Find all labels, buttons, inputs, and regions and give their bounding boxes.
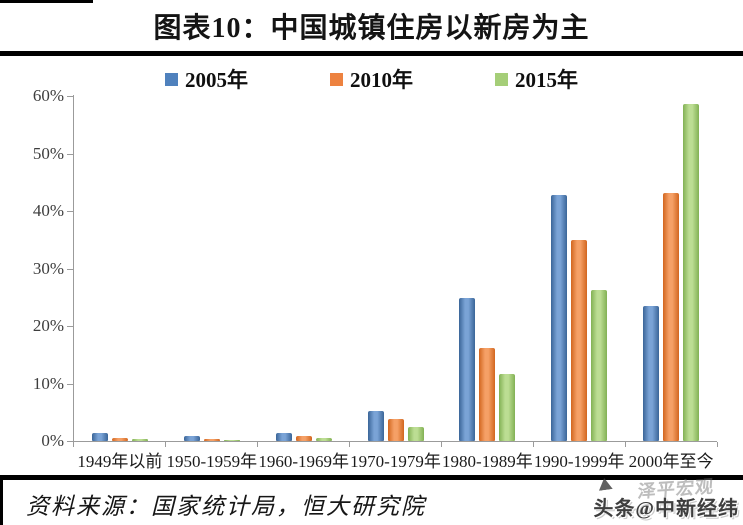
x-tick-mark	[533, 442, 534, 447]
legend-item-2005年: 2005年	[165, 64, 248, 94]
y-tick-label: 40%	[32, 201, 64, 220]
y-tick-mark	[67, 153, 73, 155]
bar-2005年-1990-1999年	[551, 195, 568, 441]
bar-2005年-1950-1959年	[183, 436, 200, 441]
bar-2010年-1980-1989年	[479, 348, 496, 441]
legend-label: 2010年	[350, 68, 413, 92]
x-tick-mark	[257, 442, 258, 447]
footer-left-border	[0, 480, 3, 525]
watermark-logo-icon	[597, 477, 613, 491]
x-tick-mark	[165, 442, 166, 447]
bar-2005年-1980-1989年	[459, 297, 476, 441]
top-left-border-fragment	[0, 0, 93, 3]
y-axis-line	[73, 95, 74, 442]
bar-2015年-1960-1969年	[315, 437, 332, 441]
x-tick-mark	[349, 442, 350, 447]
chart-legend: 2005年 2010年 2015年	[0, 64, 743, 94]
bar-2005年-1949年以前	[91, 432, 108, 441]
bar-group-1980-1989年	[441, 96, 533, 441]
chart-title: 图表10：中国城镇住房以新房为主	[153, 13, 590, 44]
bar-2010年-1949年以前	[111, 437, 128, 441]
bar-2010年-1950-1959年	[203, 438, 220, 441]
bar-group-1949年以前	[74, 96, 166, 441]
y-tick-label: 30%	[32, 258, 64, 278]
title-divider	[0, 51, 743, 56]
x-axis-label: 1980-1989年	[442, 452, 533, 471]
x-tick-mark	[625, 442, 626, 447]
bar-group-1950-1959年	[166, 96, 258, 441]
y-tick-label: 50%	[32, 143, 64, 163]
bar-2015年-1990-1999年	[591, 289, 608, 441]
bar-2015年-1980-1989年	[499, 374, 516, 441]
y-tick-mark	[67, 326, 73, 327]
bar-group-2000年至今	[625, 96, 717, 441]
x-axis-line	[73, 441, 717, 442]
x-axis-label: 1990-1999年	[533, 452, 625, 471]
legend-item-2010年: 2010年	[330, 64, 413, 94]
x-tick-mark	[73, 442, 74, 447]
y-tick-label: 0%	[41, 431, 64, 450]
y-tick-mark	[67, 383, 73, 385]
x-axis-label: 1960-1969年	[258, 452, 349, 471]
watermark-main-text: 头条@中新经纬	[593, 498, 739, 520]
x-axis-label: 2000年至今	[628, 452, 714, 471]
y-tick-label: 10%	[32, 373, 64, 393]
bar-group-1960-1969年	[258, 96, 350, 441]
bar-2015年-1949年以前	[131, 439, 148, 441]
bar-plot-area	[74, 96, 717, 441]
x-axis-labels: 1949年以前 1950-1959年 1960-1969年 1970-1979年 198…	[74, 447, 717, 472]
y-tick-mark	[67, 268, 73, 270]
bar-2005年-1970-1979年	[367, 410, 384, 441]
chart: 1949年以前 1950-1959年 1960-1969年 1970-1979年 198…	[32, 86, 718, 472]
bar-2015年-1950-1959年	[223, 439, 240, 441]
y-tick-label: 60%	[32, 86, 64, 105]
footer-divider	[0, 475, 743, 480]
bar-group-1990-1999年	[533, 96, 625, 441]
bar-2010年-2000年至今	[663, 192, 680, 441]
bar-2015年-2000年至今	[683, 104, 700, 441]
y-tick-label: 20%	[32, 316, 64, 335]
legend-swatch-icon	[330, 72, 343, 86]
y-tick-mark	[67, 211, 73, 212]
x-tick-mark	[441, 442, 442, 447]
x-axis-label: 1950-1959年	[166, 452, 258, 471]
watermark: 泽平宏观 头条@中新经纬	[550, 476, 740, 525]
x-axis-label: 1949年以前	[77, 452, 163, 471]
bar-group-1970-1979年	[350, 96, 442, 441]
x-tick-mark	[717, 442, 718, 447]
bar-2005年-2000年至今	[643, 305, 660, 441]
legend-swatch-icon	[495, 72, 508, 86]
bar-2015年-1970-1979年	[407, 427, 424, 441]
bar-2010年-1970-1979年	[387, 419, 404, 441]
legend-label: 2005年	[185, 68, 248, 92]
legend-swatch-icon	[165, 72, 178, 86]
legend-label: 2015年	[515, 68, 578, 92]
x-axis-label: 1970-1979年	[350, 452, 441, 471]
y-tick-mark	[67, 441, 73, 442]
data-source-note: 资料来源：国家统计局，恒大研究院	[26, 494, 426, 519]
y-tick-mark	[67, 96, 73, 97]
bar-2005年-1960-1969年	[275, 432, 292, 441]
bar-2010年-1990-1999年	[571, 239, 588, 441]
bar-2010年-1960-1969年	[295, 435, 312, 441]
legend-item-2015年: 2015年	[495, 64, 578, 94]
